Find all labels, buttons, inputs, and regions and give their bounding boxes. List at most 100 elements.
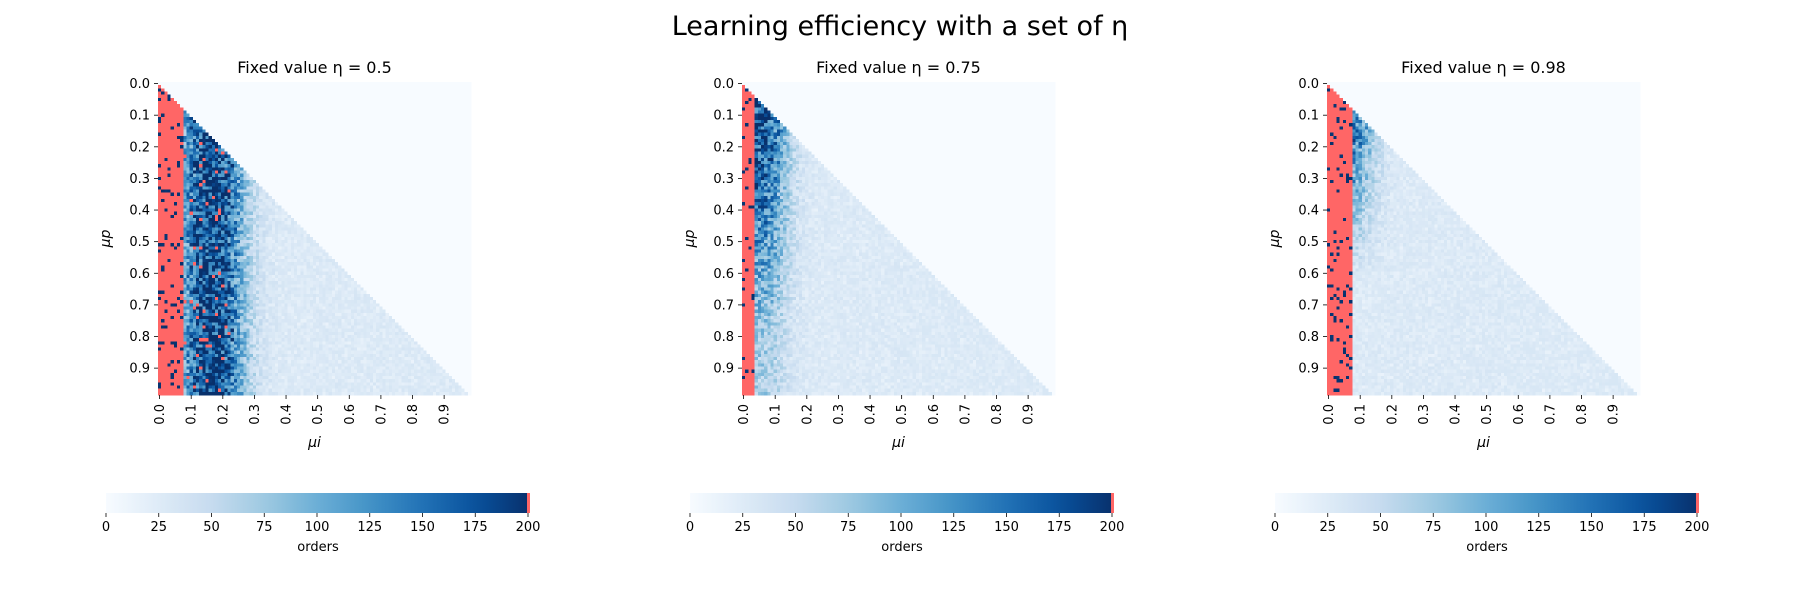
heatmap-cell (316, 189, 320, 194)
heatmap-cell (180, 198, 184, 203)
heatmap-cell (354, 142, 358, 146)
heatmap-cell (211, 148, 216, 152)
heatmap-cell (341, 148, 345, 152)
heatmap-cell (417, 192, 421, 197)
heatmap-cell (230, 104, 235, 108)
heatmap-cell (407, 132, 412, 137)
heatmap-cell (452, 113, 456, 118)
heatmap-cell (186, 167, 191, 171)
heatmap-cell (278, 113, 282, 118)
heatmap-cell (211, 221, 216, 225)
heatmap-cell (404, 88, 409, 92)
heatmap-cell (221, 208, 225, 213)
heatmap-cell (186, 164, 191, 168)
heatmap-cell (161, 202, 165, 206)
heatmap-cell (379, 198, 383, 203)
heatmap-cell (401, 236, 405, 241)
heatmap-cell (268, 192, 273, 197)
heatmap-cell (404, 94, 409, 99)
heatmap-cell (205, 107, 209, 111)
heatmap-cell (331, 123, 336, 127)
heatmap-cell (458, 123, 462, 127)
heatmap-cell (369, 113, 374, 118)
heatmap-cell (237, 91, 241, 96)
heatmap-cell (436, 198, 440, 203)
heatmap-cell (439, 186, 443, 190)
heatmap-cell (256, 138, 260, 143)
heatmap-cell (398, 180, 402, 184)
heatmap-cell (303, 145, 307, 149)
heatmap-cell (167, 211, 172, 216)
heatmap-cell (300, 85, 304, 89)
heatmap-cell (341, 119, 345, 124)
heatmap-cell (170, 97, 175, 102)
heatmap-cell (467, 189, 472, 194)
heatmap-cell (388, 116, 393, 121)
heatmap-cell (319, 224, 323, 228)
heatmap-cell (230, 82, 235, 86)
heatmap-cell (297, 142, 301, 146)
heatmap-cell (328, 82, 333, 86)
heatmap-cell (398, 91, 402, 96)
heatmap-cell (278, 88, 282, 92)
heatmap-cell (271, 104, 276, 108)
heatmap-cell (249, 154, 254, 159)
heatmap-cell (372, 195, 377, 200)
heatmap-cell (246, 123, 251, 127)
heatmap-cell (221, 132, 225, 137)
heatmap-cell (161, 110, 165, 115)
heatmap-cell (335, 119, 339, 124)
heatmap-cell (423, 104, 428, 108)
heatmap-cell (309, 94, 314, 99)
heatmap-cell (344, 135, 349, 140)
heatmap-cell (214, 198, 219, 203)
heatmap-cell (259, 145, 263, 149)
heatmap-cell (246, 116, 251, 121)
heatmap-cell (237, 107, 241, 111)
heatmap-cell (357, 189, 361, 194)
heatmap-cell (439, 211, 443, 216)
heatmap-cell (316, 100, 320, 105)
heatmap-cell (335, 142, 339, 146)
heatmap-cell (341, 164, 345, 168)
heatmap-cell (407, 154, 412, 159)
heatmap-cell (243, 157, 247, 162)
heatmap-cell (233, 113, 238, 118)
heatmap-cell (249, 129, 254, 133)
heatmap-cell (237, 113, 241, 118)
heatmap-cell (464, 107, 469, 111)
heatmap-cell (211, 151, 216, 156)
heatmap-cell (224, 221, 228, 225)
heatmap-cell (369, 126, 374, 130)
heatmap-cell (205, 183, 209, 187)
heatmap-cell (379, 116, 383, 121)
heatmap-cell (325, 107, 330, 111)
heatmap-cell (341, 217, 345, 222)
heatmap-cell (208, 154, 213, 159)
heatmap-cell (341, 176, 345, 181)
heatmap-cell (227, 240, 232, 244)
heatmap-cell (309, 157, 314, 162)
heatmap-cell (224, 233, 228, 238)
heatmap-cell (278, 205, 282, 209)
heatmap-cell (164, 227, 168, 231)
heatmap-cell (227, 173, 232, 178)
heatmap-cell (167, 164, 172, 168)
heatmap-cell (312, 192, 317, 197)
heatmap-cell (407, 173, 412, 178)
heatmap-cell (322, 151, 326, 156)
heatmap-cell (417, 129, 421, 133)
heatmap-cell (268, 205, 273, 209)
heatmap-cell (395, 233, 399, 238)
heatmap-cell (407, 157, 412, 162)
heatmap-cell (243, 148, 247, 152)
heatmap-cell (404, 221, 409, 225)
heatmap-cell (161, 170, 165, 175)
heatmap-cell (357, 173, 361, 178)
heatmap-cell (161, 132, 165, 137)
heatmap-cell (379, 157, 383, 162)
heatmap-cell (319, 167, 323, 171)
heatmap-cell (350, 116, 355, 121)
heatmap-cell (388, 88, 393, 92)
heatmap-cell (158, 82, 162, 86)
